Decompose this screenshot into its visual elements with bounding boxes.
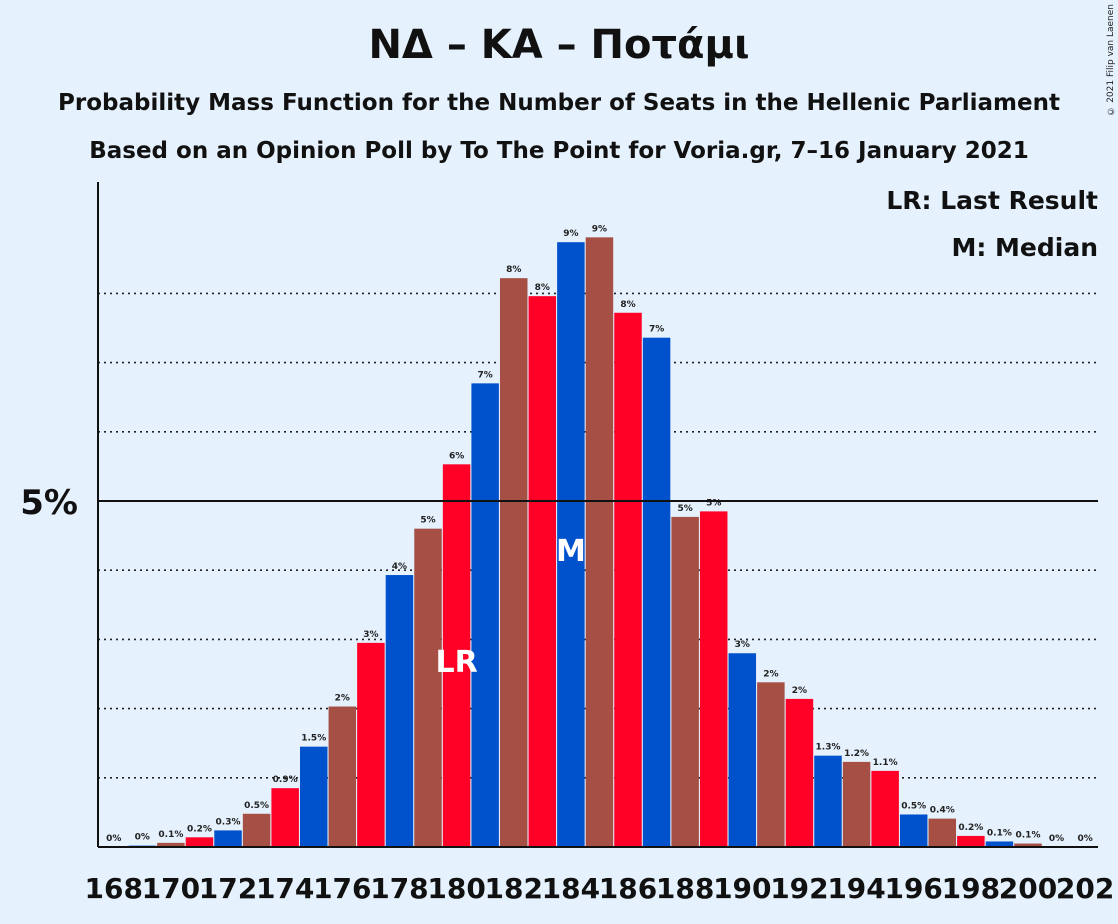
x-tick-label: 192 xyxy=(770,872,828,905)
bar-seat-193 xyxy=(814,755,842,847)
x-tick-label: 178 xyxy=(370,872,428,905)
bar-value-label: 7% xyxy=(478,370,493,380)
bar-value-label: 0.3% xyxy=(216,817,241,827)
bar-seat-180 xyxy=(442,464,471,847)
bar-seat-177 xyxy=(357,642,385,847)
bar-value-label: 8% xyxy=(506,265,521,275)
bar-value-label: 1.5% xyxy=(301,734,326,744)
bar-seat-175 xyxy=(299,746,328,847)
x-tick-label: 174 xyxy=(256,872,314,905)
bar-seat-179 xyxy=(414,528,442,847)
chart-source-line: Based on an Opinion Poll by To The Point… xyxy=(89,138,1029,164)
bar-value-label: 5% xyxy=(420,516,435,526)
bar-value-label: 8% xyxy=(620,300,635,310)
bar-value-label: 4% xyxy=(392,562,407,572)
bar-seat-189 xyxy=(699,511,728,847)
bar-seat-173 xyxy=(242,813,271,847)
legend-last-result: LR: Last Result xyxy=(886,186,1098,215)
bar-value-label: 9% xyxy=(592,224,607,234)
bar-seat-183 xyxy=(528,296,557,848)
chart-subtitle: Probability Mass Function for the Number… xyxy=(58,90,1060,116)
bar-value-label: 0.1% xyxy=(158,830,183,840)
bar-value-label: 1.2% xyxy=(844,749,869,759)
chart-title: ΝΔ – ΚΑ – Ποτάμι xyxy=(368,22,750,68)
bar-seat-182 xyxy=(499,278,528,847)
x-tick-label: 182 xyxy=(485,872,543,905)
bar-seat-174 xyxy=(271,788,299,847)
last-result-marker: LR xyxy=(435,645,477,680)
bar-seat-196 xyxy=(899,814,928,847)
bar-value-label: 5% xyxy=(706,498,721,508)
y-tick-label: 5% xyxy=(20,483,78,523)
bar-seat-198 xyxy=(957,835,985,847)
bar-seat-172 xyxy=(214,830,242,847)
bar-seat-192 xyxy=(785,698,814,847)
bar-value-label: 0.2% xyxy=(187,824,212,834)
bar-value-label: 8% xyxy=(535,283,550,293)
bar-value-label: 0.1% xyxy=(1016,831,1041,841)
median-marker: M xyxy=(556,534,586,569)
bar-seat-197 xyxy=(928,818,957,847)
bar-value-label: 5% xyxy=(678,504,693,514)
bar-seat-194 xyxy=(842,761,871,847)
bar-seat-188 xyxy=(671,516,699,847)
bar-value-label: 0.2% xyxy=(958,823,983,833)
x-tick-label: 172 xyxy=(199,872,257,905)
bar-seat-171 xyxy=(185,837,214,847)
x-tick-label: 202 xyxy=(1056,872,1114,905)
bar-seat-181 xyxy=(471,383,499,847)
x-tick-label: 168 xyxy=(85,872,143,905)
bar-value-label: 0% xyxy=(1077,834,1092,844)
bar-value-label: 0.5% xyxy=(244,801,269,811)
bar-value-label: 1.3% xyxy=(816,743,841,753)
bar-seat-200 xyxy=(1014,843,1042,847)
bar-value-label: 2% xyxy=(792,686,807,696)
bar-seat-185 xyxy=(585,237,614,847)
bar-value-label: 1.1% xyxy=(873,758,898,768)
bar-seat-187 xyxy=(642,337,671,847)
bar-value-label: 9% xyxy=(563,229,578,239)
bar-value-label: 0.1% xyxy=(987,828,1012,838)
bar-seat-176 xyxy=(328,706,357,847)
x-tick-label: 170 xyxy=(142,872,200,905)
bar-value-label: 0.9% xyxy=(273,775,298,785)
x-tick-label: 194 xyxy=(827,872,885,905)
bar-value-label: 2% xyxy=(763,669,778,679)
bar-value-label: 7% xyxy=(649,325,664,335)
x-tick-label: 186 xyxy=(599,872,657,905)
x-tick-label: 184 xyxy=(542,872,600,905)
bar-value-label: 6% xyxy=(449,451,464,461)
bar-seat-178 xyxy=(385,575,414,847)
bar-seat-195 xyxy=(871,770,899,847)
bar-seat-186 xyxy=(614,312,642,847)
bar-value-label: 0% xyxy=(106,834,121,844)
bar-seat-170 xyxy=(157,842,185,847)
legend-median: M: Median xyxy=(951,233,1098,262)
x-tick-label: 188 xyxy=(656,872,714,905)
bar-value-label: 3% xyxy=(735,640,750,650)
bar-seat-199 xyxy=(985,841,1014,847)
x-tick-label: 200 xyxy=(999,872,1057,905)
bar-seat-184 xyxy=(557,242,585,847)
bar-value-label: 0% xyxy=(1049,834,1064,844)
bar-value-label: 3% xyxy=(363,630,378,640)
bar-seat-191 xyxy=(757,682,785,847)
x-tick-label: 190 xyxy=(713,872,771,905)
bar-value-label: 0.5% xyxy=(901,801,926,811)
x-tick-label: 198 xyxy=(942,872,1000,905)
bar-seat-190 xyxy=(728,653,757,847)
x-tick-label: 176 xyxy=(313,872,371,905)
x-tick-label: 180 xyxy=(427,872,485,905)
bar-value-label: 0% xyxy=(135,833,150,843)
x-tick-label: 196 xyxy=(884,872,942,905)
bar-value-label: 2% xyxy=(335,694,350,704)
bar-value-label: 0.4% xyxy=(930,806,955,816)
